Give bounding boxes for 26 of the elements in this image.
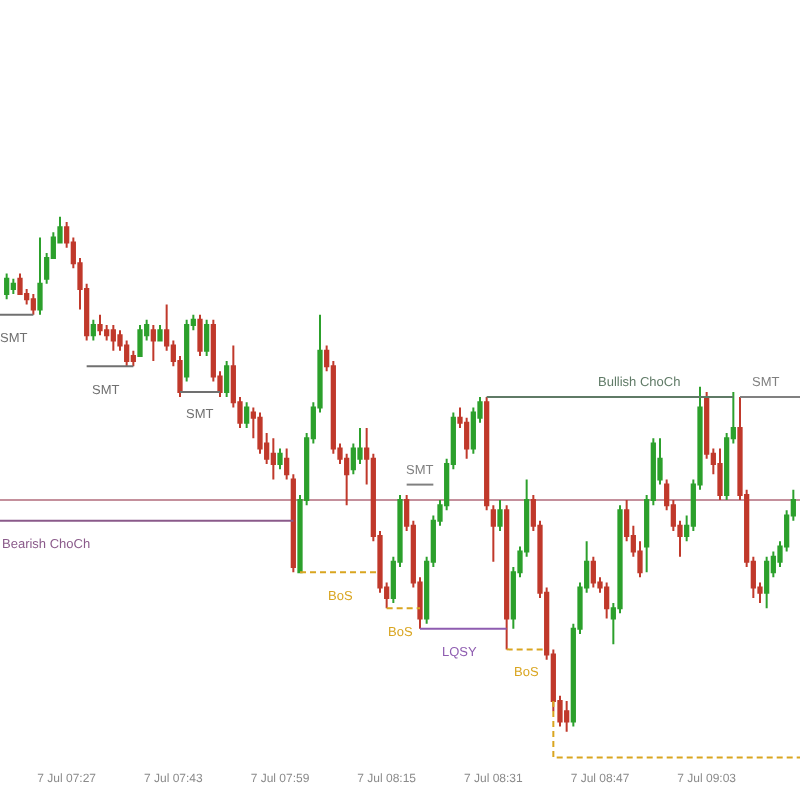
candlestick <box>97 313 103 337</box>
candlestick <box>497 499 503 532</box>
candlestick <box>204 318 210 357</box>
candlestick <box>90 318 96 342</box>
candlestick <box>10 277 16 296</box>
candlestick <box>197 313 203 357</box>
candlestick <box>564 699 570 733</box>
candlestick <box>590 555 596 589</box>
candlestick <box>764 555 770 610</box>
candlestick <box>137 323 143 357</box>
candlestick <box>270 437 276 481</box>
candlestick <box>224 360 230 399</box>
candlestick <box>4 272 10 301</box>
candlestick <box>17 272 23 296</box>
candlestick <box>604 581 610 620</box>
candlestick <box>150 323 156 363</box>
candlestick <box>357 426 363 466</box>
candlestick <box>157 323 163 342</box>
candlestick <box>244 401 250 429</box>
candlestick <box>184 318 190 383</box>
candlestick <box>30 293 36 316</box>
candlestick <box>37 236 43 316</box>
candlestick <box>717 447 723 502</box>
candlestick <box>504 504 510 651</box>
candlestick <box>277 447 283 471</box>
candlestick <box>110 323 116 352</box>
